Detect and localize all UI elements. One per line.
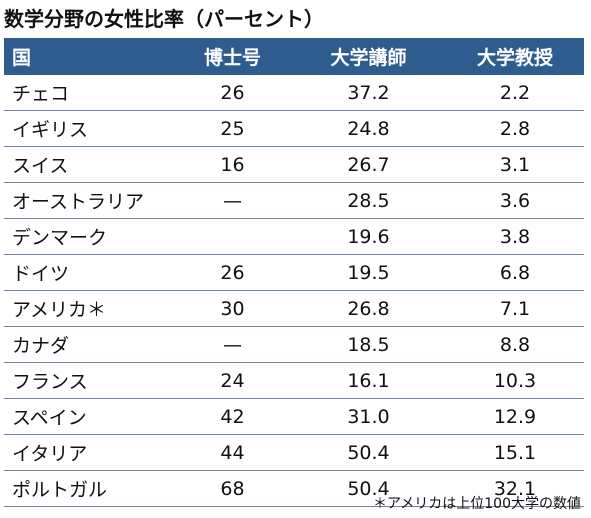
cell-country: イギリス bbox=[4, 110, 174, 147]
cell-country: チェコ bbox=[4, 74, 174, 111]
cell-country: イタリア bbox=[4, 434, 174, 471]
cell-phd: 68 bbox=[174, 470, 291, 507]
table-row: スイス 16 26.7 3.1 bbox=[4, 146, 584, 183]
cell-lecturer: 50.4 bbox=[291, 434, 446, 471]
footnote: ＊アメリカは上位100大学の数値 bbox=[372, 496, 581, 512]
cell-professor: 3.6 bbox=[446, 182, 584, 219]
table-row: スペイン 42 31.0 12.9 bbox=[4, 398, 584, 435]
cell-professor: 10.3 bbox=[446, 362, 584, 399]
table-row: イタリア 44 50.4 15.1 bbox=[4, 434, 584, 471]
table-row: アメリカ＊ 30 26.8 7.1 bbox=[4, 290, 584, 327]
cell-country: スイス bbox=[4, 146, 174, 183]
cell-professor: 12.9 bbox=[446, 398, 584, 435]
cell-lecturer: 24.8 bbox=[291, 110, 446, 147]
cell-phd: — bbox=[174, 326, 291, 363]
cell-lecturer: 26.8 bbox=[291, 290, 446, 327]
cell-phd: 42 bbox=[174, 398, 291, 435]
cell-phd: 30 bbox=[174, 290, 291, 327]
table-row: チェコ 26 37.2 2.2 bbox=[4, 74, 584, 111]
column-header-country: 国 bbox=[4, 38, 174, 75]
cell-professor: 6.8 bbox=[446, 254, 584, 291]
table-body: チェコ 26 37.2 2.2 イギリス 25 24.8 2.8 スイス 16 26.7 3.1 オース… bbox=[4, 74, 584, 507]
table-row: フランス 24 16.1 10.3 bbox=[4, 362, 584, 399]
table-row: カナダ —18.5 8.8 bbox=[4, 326, 584, 363]
cell-lecturer: 37.2 bbox=[291, 74, 446, 111]
cell-professor: 2.2 bbox=[446, 74, 584, 111]
column-header-lecturer: 大学講師 bbox=[291, 38, 446, 75]
table-row: オーストラリア —28.5 3.6 bbox=[4, 182, 584, 219]
cell-phd: 26 bbox=[174, 254, 291, 291]
cell-professor: 2.8 bbox=[446, 110, 584, 147]
cell-country: デンマーク bbox=[4, 218, 174, 255]
cell-lecturer: 16.1 bbox=[291, 362, 446, 399]
table-row: ドイツ 26 19.5 6.8 bbox=[4, 254, 584, 291]
cell-country: ポルトガル bbox=[4, 470, 174, 507]
column-header-professor: 大学教授 bbox=[446, 38, 584, 75]
cell-professor: 8.8 bbox=[446, 326, 584, 363]
cell-phd: 25 bbox=[174, 110, 291, 147]
cell-phd bbox=[174, 218, 291, 255]
table-row: イギリス 25 24.8 2.8 bbox=[4, 110, 584, 147]
cell-lecturer: 28.5 bbox=[291, 182, 446, 219]
table-row: デンマーク 19.6 3.8 bbox=[4, 218, 584, 255]
cell-country: オーストラリア bbox=[4, 182, 174, 219]
cell-professor: 3.1 bbox=[446, 146, 584, 183]
cell-phd: 44 bbox=[174, 434, 291, 471]
cell-lecturer: 18.5 bbox=[291, 326, 446, 363]
cell-professor: 3.8 bbox=[446, 218, 584, 255]
cell-lecturer: 26.7 bbox=[291, 146, 446, 183]
cell-phd: — bbox=[174, 182, 291, 219]
column-header-phd: 博士号 bbox=[174, 38, 291, 75]
cell-phd: 26 bbox=[174, 74, 291, 111]
cell-lecturer: 31.0 bbox=[291, 398, 446, 435]
cell-lecturer: 19.6 bbox=[291, 218, 446, 255]
cell-lecturer: 19.5 bbox=[291, 254, 446, 291]
page-title: 数学分野の女性比率（パーセント） bbox=[4, 7, 324, 31]
cell-country: フランス bbox=[4, 362, 174, 399]
cell-lecturer: 50.4 bbox=[291, 470, 446, 507]
cell-country: アメリカ＊ bbox=[4, 290, 174, 327]
cell-country: スペイン bbox=[4, 398, 174, 435]
cell-professor: 15.1 bbox=[446, 434, 584, 471]
cell-professor: 7.1 bbox=[446, 290, 584, 327]
cell-country: ドイツ bbox=[4, 254, 174, 291]
cell-phd: 24 bbox=[174, 362, 291, 399]
table-row: ポルトガル 68 50.4 32.1 bbox=[4, 470, 584, 507]
cell-professor: 32.1 bbox=[446, 470, 584, 507]
data-table: 国 博士号 大学講師 大学教授 チェコ 26 37.2 2.2 イギリス 25 24.8 2.… bbox=[4, 38, 584, 507]
cell-phd: 16 bbox=[174, 146, 291, 183]
cell-country: カナダ bbox=[4, 326, 174, 363]
header-row: 国 博士号 大学講師 大学教授 bbox=[4, 38, 584, 75]
